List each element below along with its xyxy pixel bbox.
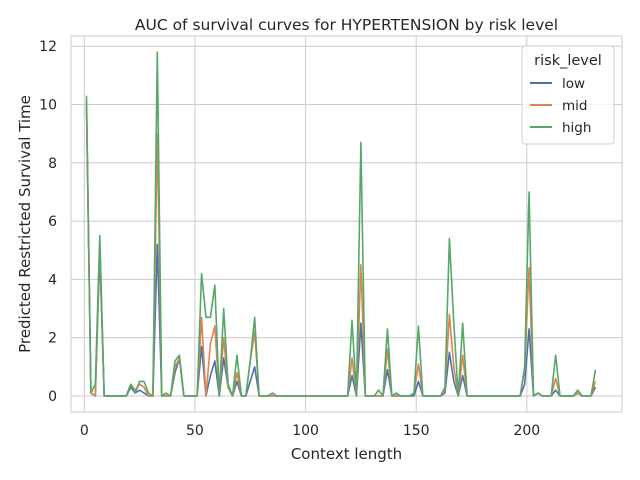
plot-area-frame [70, 35, 623, 413]
x-axis-ticks: 0 50 100 150 200 [80, 423, 540, 439]
legend-items: low mid high [530, 76, 591, 136]
legend-label-high: high [562, 120, 591, 136]
series-layer [85, 51, 597, 397]
chart-title: AUC of survival curves for HYPERTENSION … [135, 16, 558, 34]
x-tick-label: 150 [403, 423, 430, 439]
x-axis-label: Context length [291, 445, 402, 463]
series-line-high [85, 51, 597, 397]
x-tick-label: 50 [186, 423, 204, 439]
x-tick-label: 100 [292, 423, 319, 439]
legend-title: risk_level [534, 53, 602, 69]
x-tick-label: 0 [80, 423, 89, 439]
y-axis-label: Predicted Restricted Survival Time [16, 95, 34, 353]
y-tick-label: 6 [48, 214, 57, 230]
y-tick-label: 10 [39, 97, 57, 113]
legend-label-low: low [562, 76, 585, 92]
x-tick-label: 200 [513, 423, 540, 439]
y-tick-label: 0 [48, 389, 57, 405]
legend-box [521, 45, 615, 145]
legend: risk_level low mid high [521, 45, 615, 145]
legend-label-mid: mid [562, 98, 587, 114]
y-tick-label: 4 [48, 272, 57, 288]
y-axis-ticks: 0 2 4 6 8 10 12 [39, 39, 57, 405]
y-tick-label: 2 [48, 331, 57, 347]
y-tick-label: 12 [39, 39, 57, 55]
y-tick-label: 8 [48, 156, 57, 172]
